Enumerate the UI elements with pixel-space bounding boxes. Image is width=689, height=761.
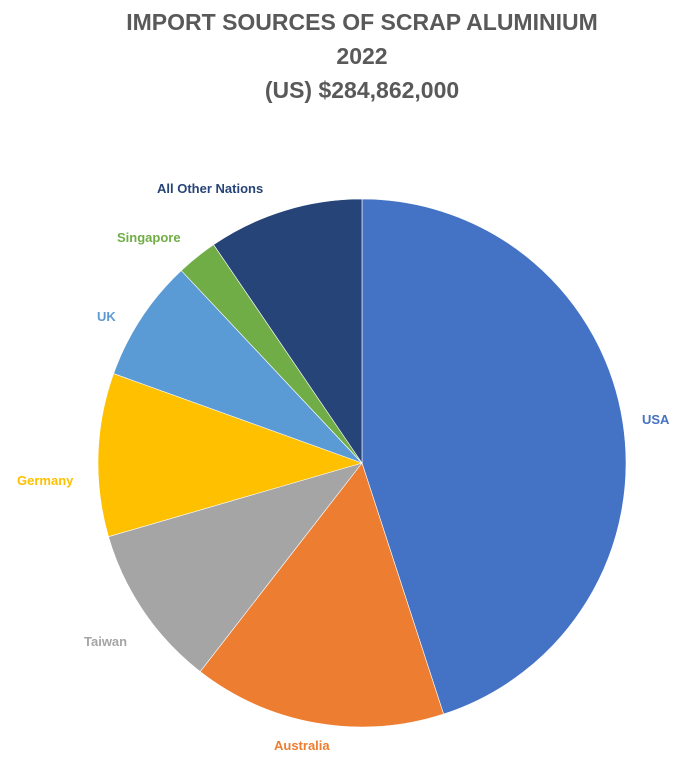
slice-all-other-nations <box>213 198 363 464</box>
slice-australia <box>199 462 444 728</box>
slice-taiwan <box>108 462 363 673</box>
slice-uk <box>113 270 363 464</box>
slice-label-germany: Germany <box>17 473 74 488</box>
title-line-2: 2022 <box>336 43 387 69</box>
slice-label-all-other-nations: All Other Nations <box>157 181 263 196</box>
pie-labels: USA Australia Taiwan Germany UK Singapore All … <box>17 181 670 753</box>
slice-label-taiwan: Taiwan <box>84 634 127 649</box>
chart-title: IMPORT SOURCES OF SCRAP ALUMINIUM 2022 (… <box>126 9 598 103</box>
title-line-3: (US) $284,862,000 <box>265 77 459 103</box>
slice-usa <box>361 198 627 715</box>
pie-slices <box>97 198 627 728</box>
slice-label-australia: Australia <box>274 738 330 753</box>
slice-label-singapore: Singapore <box>117 230 181 245</box>
title-line-1: IMPORT SOURCES OF SCRAP ALUMINIUM <box>126 9 598 35</box>
slice-label-uk: UK <box>97 309 116 324</box>
slice-label-usa: USA <box>642 412 670 427</box>
slice-germany <box>97 373 363 538</box>
